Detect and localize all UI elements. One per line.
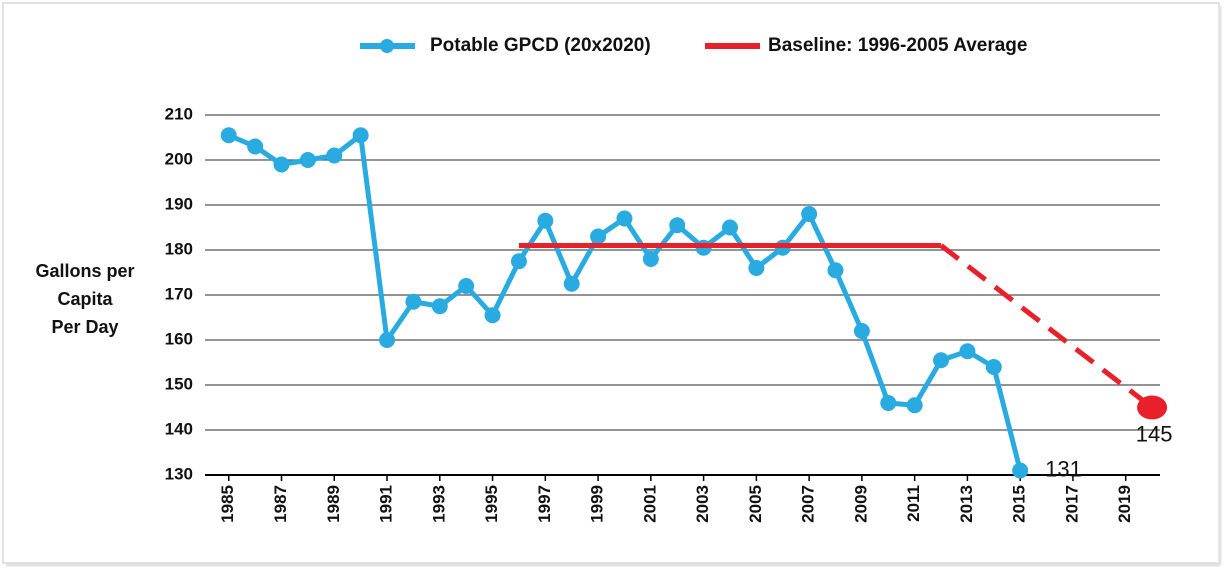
point — [405, 293, 422, 310]
point — [537, 212, 554, 229]
point — [431, 298, 448, 315]
legend-label: Baseline: 1996-2005 Average — [768, 35, 1027, 56]
legend-marker — [380, 39, 394, 53]
point — [563, 275, 580, 292]
point — [721, 219, 738, 236]
x-tick-label: 1989 — [324, 485, 343, 523]
point — [616, 210, 633, 227]
y-axis-label: Gallons per — [35, 261, 134, 281]
x-tick-label: 1985 — [218, 485, 237, 523]
y-tick-label: 210 — [165, 104, 193, 123]
y-axis-label: Per Day — [51, 317, 118, 337]
line-segment — [939, 243, 1154, 410]
x-tick-label: 2007 — [799, 485, 818, 523]
x-tick-label: 1999 — [588, 485, 607, 523]
x-tick-label: 2013 — [957, 485, 976, 523]
x-tick-label: 1987 — [271, 485, 290, 523]
x-tick-label: 2005 — [746, 485, 765, 523]
x-tick-label: 1991 — [377, 485, 396, 523]
point — [484, 307, 501, 324]
x-tick-label: 2011 — [904, 485, 923, 522]
point — [247, 138, 264, 155]
y-tick-label: 140 — [165, 419, 193, 438]
y-tick-label: 170 — [165, 284, 193, 303]
legend-label: Potable GPCD (20x2020) — [430, 35, 651, 56]
point — [906, 397, 923, 414]
point — [590, 228, 607, 245]
point — [299, 152, 316, 168]
x-tick-label: 2017 — [1062, 485, 1081, 523]
point — [880, 395, 897, 411]
point — [352, 127, 369, 144]
point — [379, 332, 396, 348]
x-tick-label: 2009 — [851, 485, 870, 523]
point — [827, 262, 844, 279]
y-axis-label: Capita — [57, 289, 113, 309]
y-tick-label: 180 — [165, 239, 193, 258]
x-tick-label: 2003 — [693, 485, 712, 523]
x-tick-label: 2015 — [1010, 485, 1029, 523]
point — [220, 127, 237, 144]
x-tick-label: 1997 — [535, 485, 554, 523]
point — [458, 278, 475, 294]
point — [273, 156, 290, 173]
y-tick-label: 200 — [165, 149, 193, 168]
point — [642, 251, 659, 267]
point — [748, 260, 765, 276]
x-tick-label: 1993 — [429, 485, 448, 523]
end-label: 131 — [1045, 456, 1082, 481]
point — [510, 253, 527, 270]
point — [985, 359, 1002, 375]
point — [1012, 462, 1029, 479]
y-tick-label: 160 — [165, 329, 193, 348]
x-tick-label: 1995 — [482, 485, 501, 523]
y-tick-label: 150 — [165, 374, 193, 393]
point — [959, 343, 976, 360]
point — [853, 323, 870, 339]
x-tick-label: 2019 — [1115, 485, 1134, 523]
point — [933, 352, 950, 369]
end-marker — [1137, 395, 1168, 420]
y-tick-label: 190 — [165, 194, 193, 213]
point — [801, 206, 818, 222]
point — [669, 217, 686, 234]
point — [326, 147, 343, 164]
x-tick-label: 2001 — [640, 485, 659, 523]
y-tick-label: 130 — [165, 464, 193, 483]
end-label: 145 — [1136, 421, 1173, 446]
